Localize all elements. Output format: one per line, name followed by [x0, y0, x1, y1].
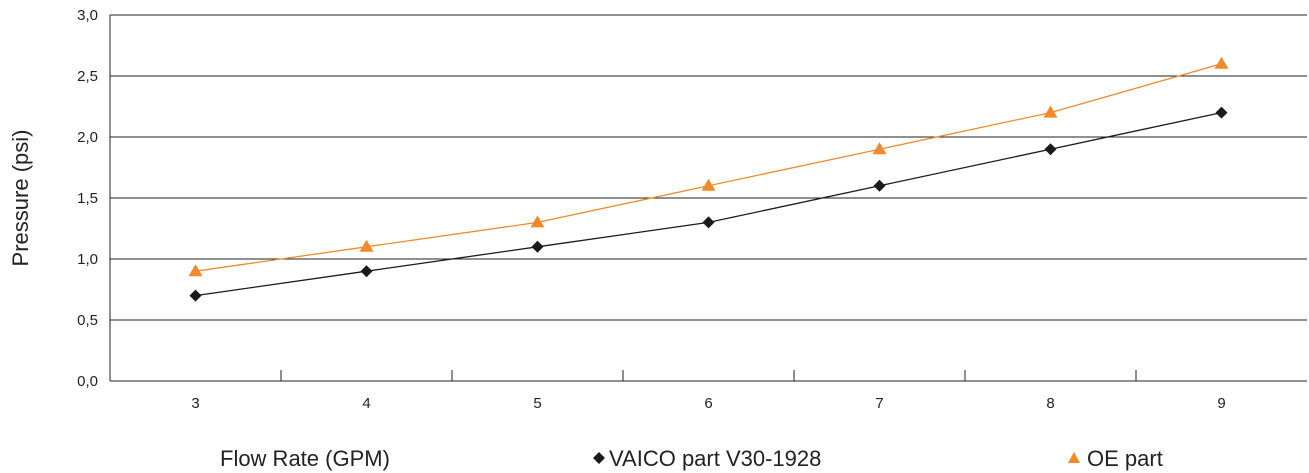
triangle-point [530, 215, 545, 228]
legend-item-vaico: VAICO part V30-1928 [593, 446, 821, 471]
grid-lines [110, 14, 1307, 321]
y-tick-label: 1,5 [77, 190, 98, 207]
legend-diamond-marker [593, 452, 605, 464]
triangle-point [701, 178, 716, 191]
triangle-point [1214, 56, 1229, 69]
series-vaico [189, 106, 1228, 302]
triangle-point [188, 264, 203, 277]
triangle-point [1043, 105, 1058, 118]
y-tick-label: 2,5 [77, 68, 98, 85]
diamond-point [873, 179, 886, 192]
series-oe [188, 56, 1229, 277]
diamond-point [189, 289, 202, 302]
x-tick-label: 6 [704, 395, 712, 412]
legend-item-oe: OE part [1068, 446, 1163, 471]
y-tick-label: 1,0 [77, 251, 98, 268]
diamond-point [531, 240, 544, 253]
legend-label-vaico: VAICO part V30-1928 [609, 446, 821, 471]
diamond-point [1215, 106, 1228, 119]
legend-triangle-marker [1068, 452, 1080, 463]
triangle-point [872, 142, 887, 155]
x-tick-label: 3 [191, 395, 199, 412]
x-tick-label: 7 [875, 395, 883, 412]
y-tick-label: 3,0 [77, 7, 98, 24]
triangle-point [359, 239, 374, 252]
diamond-point [360, 265, 373, 278]
x-tick-label: 9 [1217, 395, 1225, 412]
axes [109, 15, 1307, 382]
x-tick-label: 5 [533, 395, 541, 412]
diamond-point [702, 216, 715, 229]
series-line [195, 63, 1222, 272]
x-tick-label: 8 [1046, 395, 1054, 412]
x-axis-title: Flow Rate (GPM) [220, 446, 390, 471]
y-tick-label: 0,5 [77, 312, 98, 329]
y-tick-label: 0,0 [77, 373, 98, 390]
legend: Flow Rate (GPM) VAICO part V30-1928 OE p… [220, 446, 1163, 471]
series [188, 56, 1229, 302]
y-axis-title: Pressure (psi) [8, 130, 33, 267]
y-tick-labels: 0,0 0,5 1,0 1,5 2,0 2,5 3,0 [77, 7, 98, 390]
x-tick-labels: 3 4 5 6 7 8 9 [191, 395, 1225, 412]
series-line [195, 111, 1222, 297]
x-tick-label: 4 [362, 395, 370, 412]
diamond-point [1044, 143, 1057, 156]
legend-label-oe: OE part [1087, 446, 1163, 471]
y-tick-label: 2,0 [77, 129, 98, 146]
